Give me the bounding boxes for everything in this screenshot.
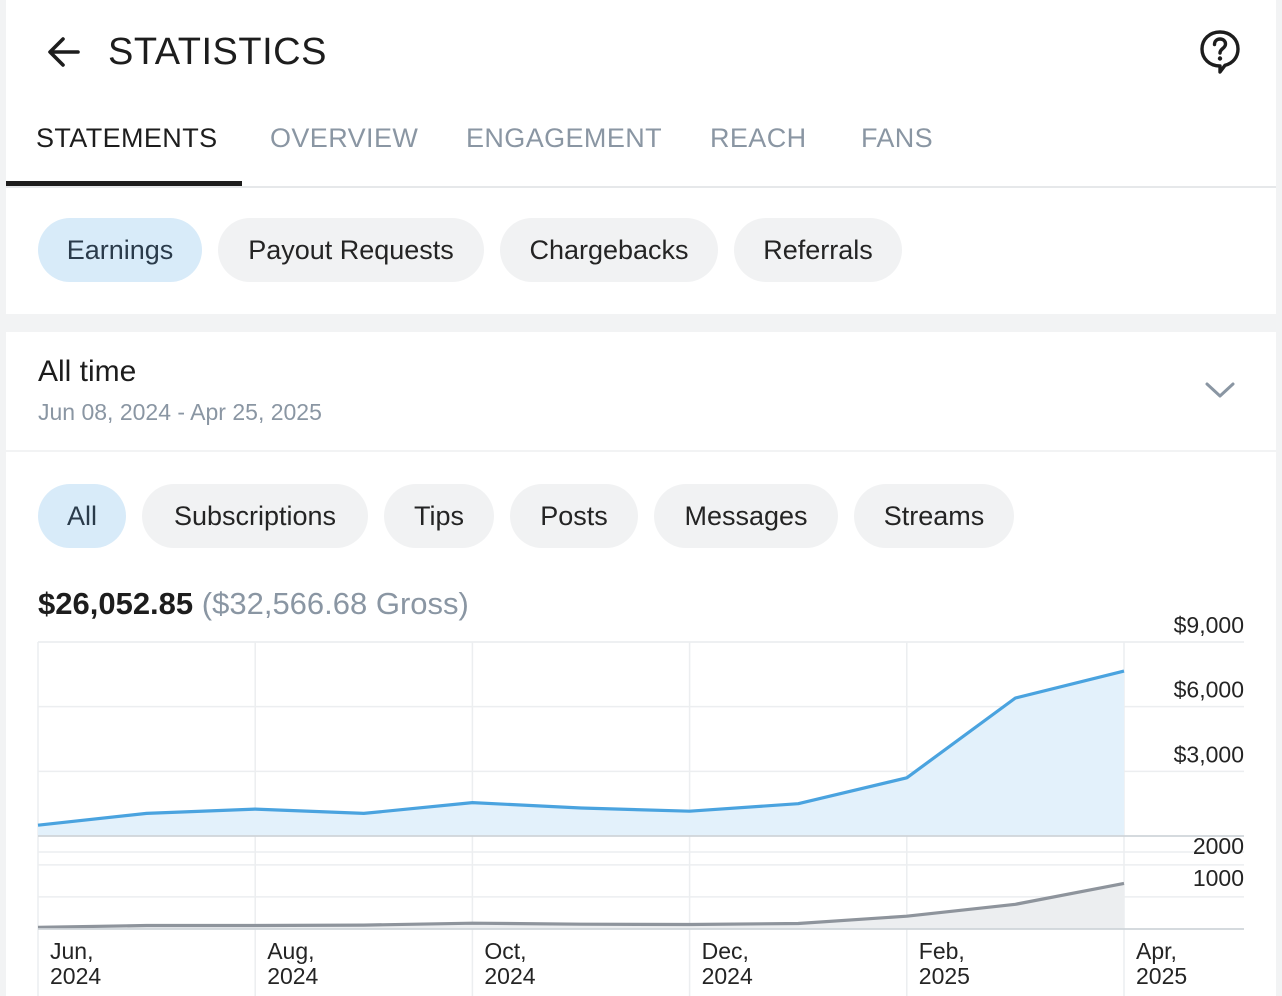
app-header: STATISTICS STATEMENTS OVERVIEW ENGAGEMEN… xyxy=(6,0,1276,188)
chevron-down-icon xyxy=(1205,382,1235,398)
count-area xyxy=(38,883,1124,929)
x-tick-label: 2025 xyxy=(1136,963,1187,989)
x-tick-label: Jun, xyxy=(50,938,93,964)
y-tick-label: $6,000 xyxy=(1174,677,1244,703)
tab-reach[interactable]: REACH xyxy=(710,123,807,153)
x-tick-label: Feb, xyxy=(919,938,965,964)
tab-statements[interactable]: STATEMENTS xyxy=(36,123,218,153)
arrow-left-icon xyxy=(48,37,80,67)
earnings-section: All Subscriptions Tips Posts Messages St… xyxy=(6,452,1276,996)
x-tick-label: Apr, xyxy=(1136,938,1177,964)
chip-earnings[interactable]: Earnings xyxy=(38,218,202,282)
page-title: STATISTICS xyxy=(108,31,327,73)
y-tick-label: $3,000 xyxy=(1174,741,1244,767)
gross-earnings: ($32,566.68 Gross) xyxy=(201,586,469,621)
y-tick-label: 2000 xyxy=(1193,833,1244,859)
x-tick-label: Aug, xyxy=(267,938,314,964)
chip-subscriptions[interactable]: Subscriptions xyxy=(142,484,368,548)
statistics-tabs: STATEMENTS OVERVIEW ENGAGEMENT REACH FAN… xyxy=(6,108,1276,186)
period-dropdown-button[interactable] xyxy=(1200,372,1240,408)
active-tab-indicator xyxy=(6,181,242,186)
count-line xyxy=(37,881,1125,929)
earnings-summary: $26,052.85 ($32,566.68 Gross) xyxy=(38,584,469,624)
x-tick-label: 2024 xyxy=(484,963,535,989)
earnings-area xyxy=(38,671,1124,836)
x-tick-label: 2025 xyxy=(919,963,970,989)
tab-fans[interactable]: FANS xyxy=(860,123,934,153)
tab-overview[interactable]: OVERVIEW xyxy=(270,123,419,153)
chip-posts[interactable]: Posts xyxy=(510,484,638,548)
help-button[interactable] xyxy=(1196,28,1244,76)
y-tick-label: 1000 xyxy=(1193,865,1244,891)
x-tick-label: 2024 xyxy=(702,963,753,989)
earnings-line xyxy=(37,669,1125,827)
chip-all[interactable]: All xyxy=(38,484,126,548)
statement-chips: Earnings Payout Requests Chargebacks Ref… xyxy=(6,188,1276,314)
y-tick-label: $9,000 xyxy=(1174,612,1244,638)
x-tick-label: 2024 xyxy=(50,963,101,989)
question-bubble-icon xyxy=(1200,30,1240,74)
tab-engagement[interactable]: ENGAGEMENT xyxy=(466,123,663,153)
x-tick-label: 2024 xyxy=(267,963,318,989)
chip-chargebacks[interactable]: Chargebacks xyxy=(500,218,718,282)
chip-referrals[interactable]: Referrals xyxy=(734,218,902,282)
period-selector[interactable]: All time Jun 08, 2024 - Apr 25, 2025 xyxy=(6,332,1276,450)
period-range: Jun 08, 2024 - Apr 25, 2025 xyxy=(38,399,322,425)
x-tick-label: Dec, xyxy=(702,938,749,964)
chip-tips[interactable]: Tips xyxy=(384,484,494,548)
period-title: All time xyxy=(38,355,137,388)
earnings-chart: $3,000$6,000$9,00010002000Jun,2024Aug,20… xyxy=(37,612,1244,996)
net-earnings: $26,052.85 xyxy=(38,586,194,621)
back-button[interactable] xyxy=(40,30,88,74)
header-divider xyxy=(6,186,1276,188)
chip-streams[interactable]: Streams xyxy=(854,484,1014,548)
x-tick-label: Oct, xyxy=(484,938,526,964)
chip-payout-requests[interactable]: Payout Requests xyxy=(218,218,484,282)
chip-messages[interactable]: Messages xyxy=(654,484,838,548)
